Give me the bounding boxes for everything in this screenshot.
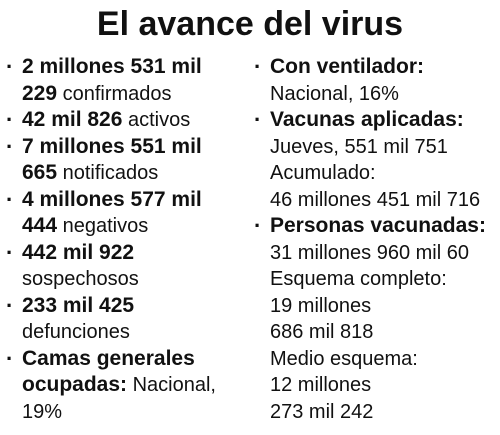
personas-medio-2: 273 mil 242	[270, 400, 374, 423]
negativos-value-2: 444	[22, 214, 58, 237]
bullet-icon: ·	[6, 345, 14, 371]
stat-negativos: · 4 millones 577 mil 444 negativos	[6, 187, 242, 240]
camas-text: Nacional,	[132, 374, 216, 396]
vacunas-acumulado-label: Acumulado:	[270, 162, 376, 184]
right-column: · Con ventilador: Nacional, 16% · Vacuna…	[254, 54, 498, 425]
personas-completo-1: 19 millones	[270, 294, 372, 317]
activos-value: 42 mil 826	[22, 108, 123, 131]
notificados-value-2: 665	[22, 161, 58, 184]
bullet-icon: ·	[6, 239, 14, 265]
camas-percent: 19%	[22, 400, 63, 423]
personas-completo-label: Esquema completo:	[270, 268, 447, 290]
bullet-icon: ·	[6, 133, 14, 159]
sospechosos-label: sospechosos	[22, 268, 139, 290]
stat-ventilador: · Con ventilador: Nacional, 16%	[254, 54, 498, 107]
page-title: El avance del virus	[96, 5, 404, 43]
stat-defunciones: · 233 mil 425 defunciones	[6, 293, 242, 346]
left-column: · 2 millones 531 mil 229 confirmados · 4…	[6, 54, 242, 425]
defunciones-label: defunciones	[22, 321, 130, 343]
stat-vacunas: · Vacunas aplicadas: Jueves, 551 mil 751…	[254, 107, 498, 213]
bullet-icon: ·	[6, 107, 14, 132]
personas-label: Personas vacunadas:	[270, 214, 486, 237]
stat-personas: · Personas vacunadas: 31 millones 960 mi…	[254, 213, 498, 425]
notificados-label: notificados	[62, 162, 159, 184]
sospechosos-value: 442 mil 922	[22, 240, 135, 264]
stat-confirmados: · 2 millones 531 mil 229 confirmados	[6, 54, 242, 107]
bullet-icon: ·	[6, 292, 14, 318]
personas-completo-2: 686 mil 818	[270, 321, 374, 343]
personas-medio-1: 12 millones	[270, 374, 372, 396]
vacunas-label: Vacunas aplicadas:	[270, 108, 464, 131]
negativos-value: 4 millones 577 mil	[22, 187, 202, 211]
negativos-label: negativos	[62, 215, 149, 237]
personas-total: 31 millones 960 mil 60	[270, 241, 469, 264]
confirmados-label: confirmados	[62, 82, 172, 105]
activos-label: activos	[127, 109, 191, 131]
ventilador-text: Nacional, 16%	[270, 82, 399, 105]
vacunas-jueves: Jueves, 551 mil 751	[270, 135, 448, 158]
bullet-icon: ·	[254, 54, 262, 79]
personas-medio-label: Medio esquema:	[270, 347, 418, 370]
confirmados-value: 2 millones 531 mil	[22, 55, 202, 78]
bullet-icon: ·	[6, 186, 14, 212]
stat-activos: · 42 mil 826 activos	[6, 107, 242, 134]
camas-label-2: ocupadas:	[22, 373, 128, 396]
ventilador-label: Con ventilador:	[270, 55, 425, 78]
camas-label: Camas generales	[22, 346, 195, 370]
defunciones-value: 233 mil 425	[22, 293, 135, 317]
stat-camas: · Camas generales ocupadas: Nacional, 19…	[6, 346, 242, 426]
bullet-icon: ·	[254, 107, 262, 132]
notificados-value: 7 millones 551 mil	[22, 134, 202, 158]
bullet-icon: ·	[254, 213, 262, 238]
confirmados-value-2: 229	[22, 81, 58, 105]
stat-notificados: · 7 millones 551 mil 665 notificados	[6, 134, 242, 187]
bullet-icon: ·	[6, 54, 14, 79]
vacunas-acumulado-value: 46 millones 451 mil 716	[270, 188, 481, 211]
stat-sospechosos: · 442 mil 922 sospechosos	[6, 240, 242, 293]
